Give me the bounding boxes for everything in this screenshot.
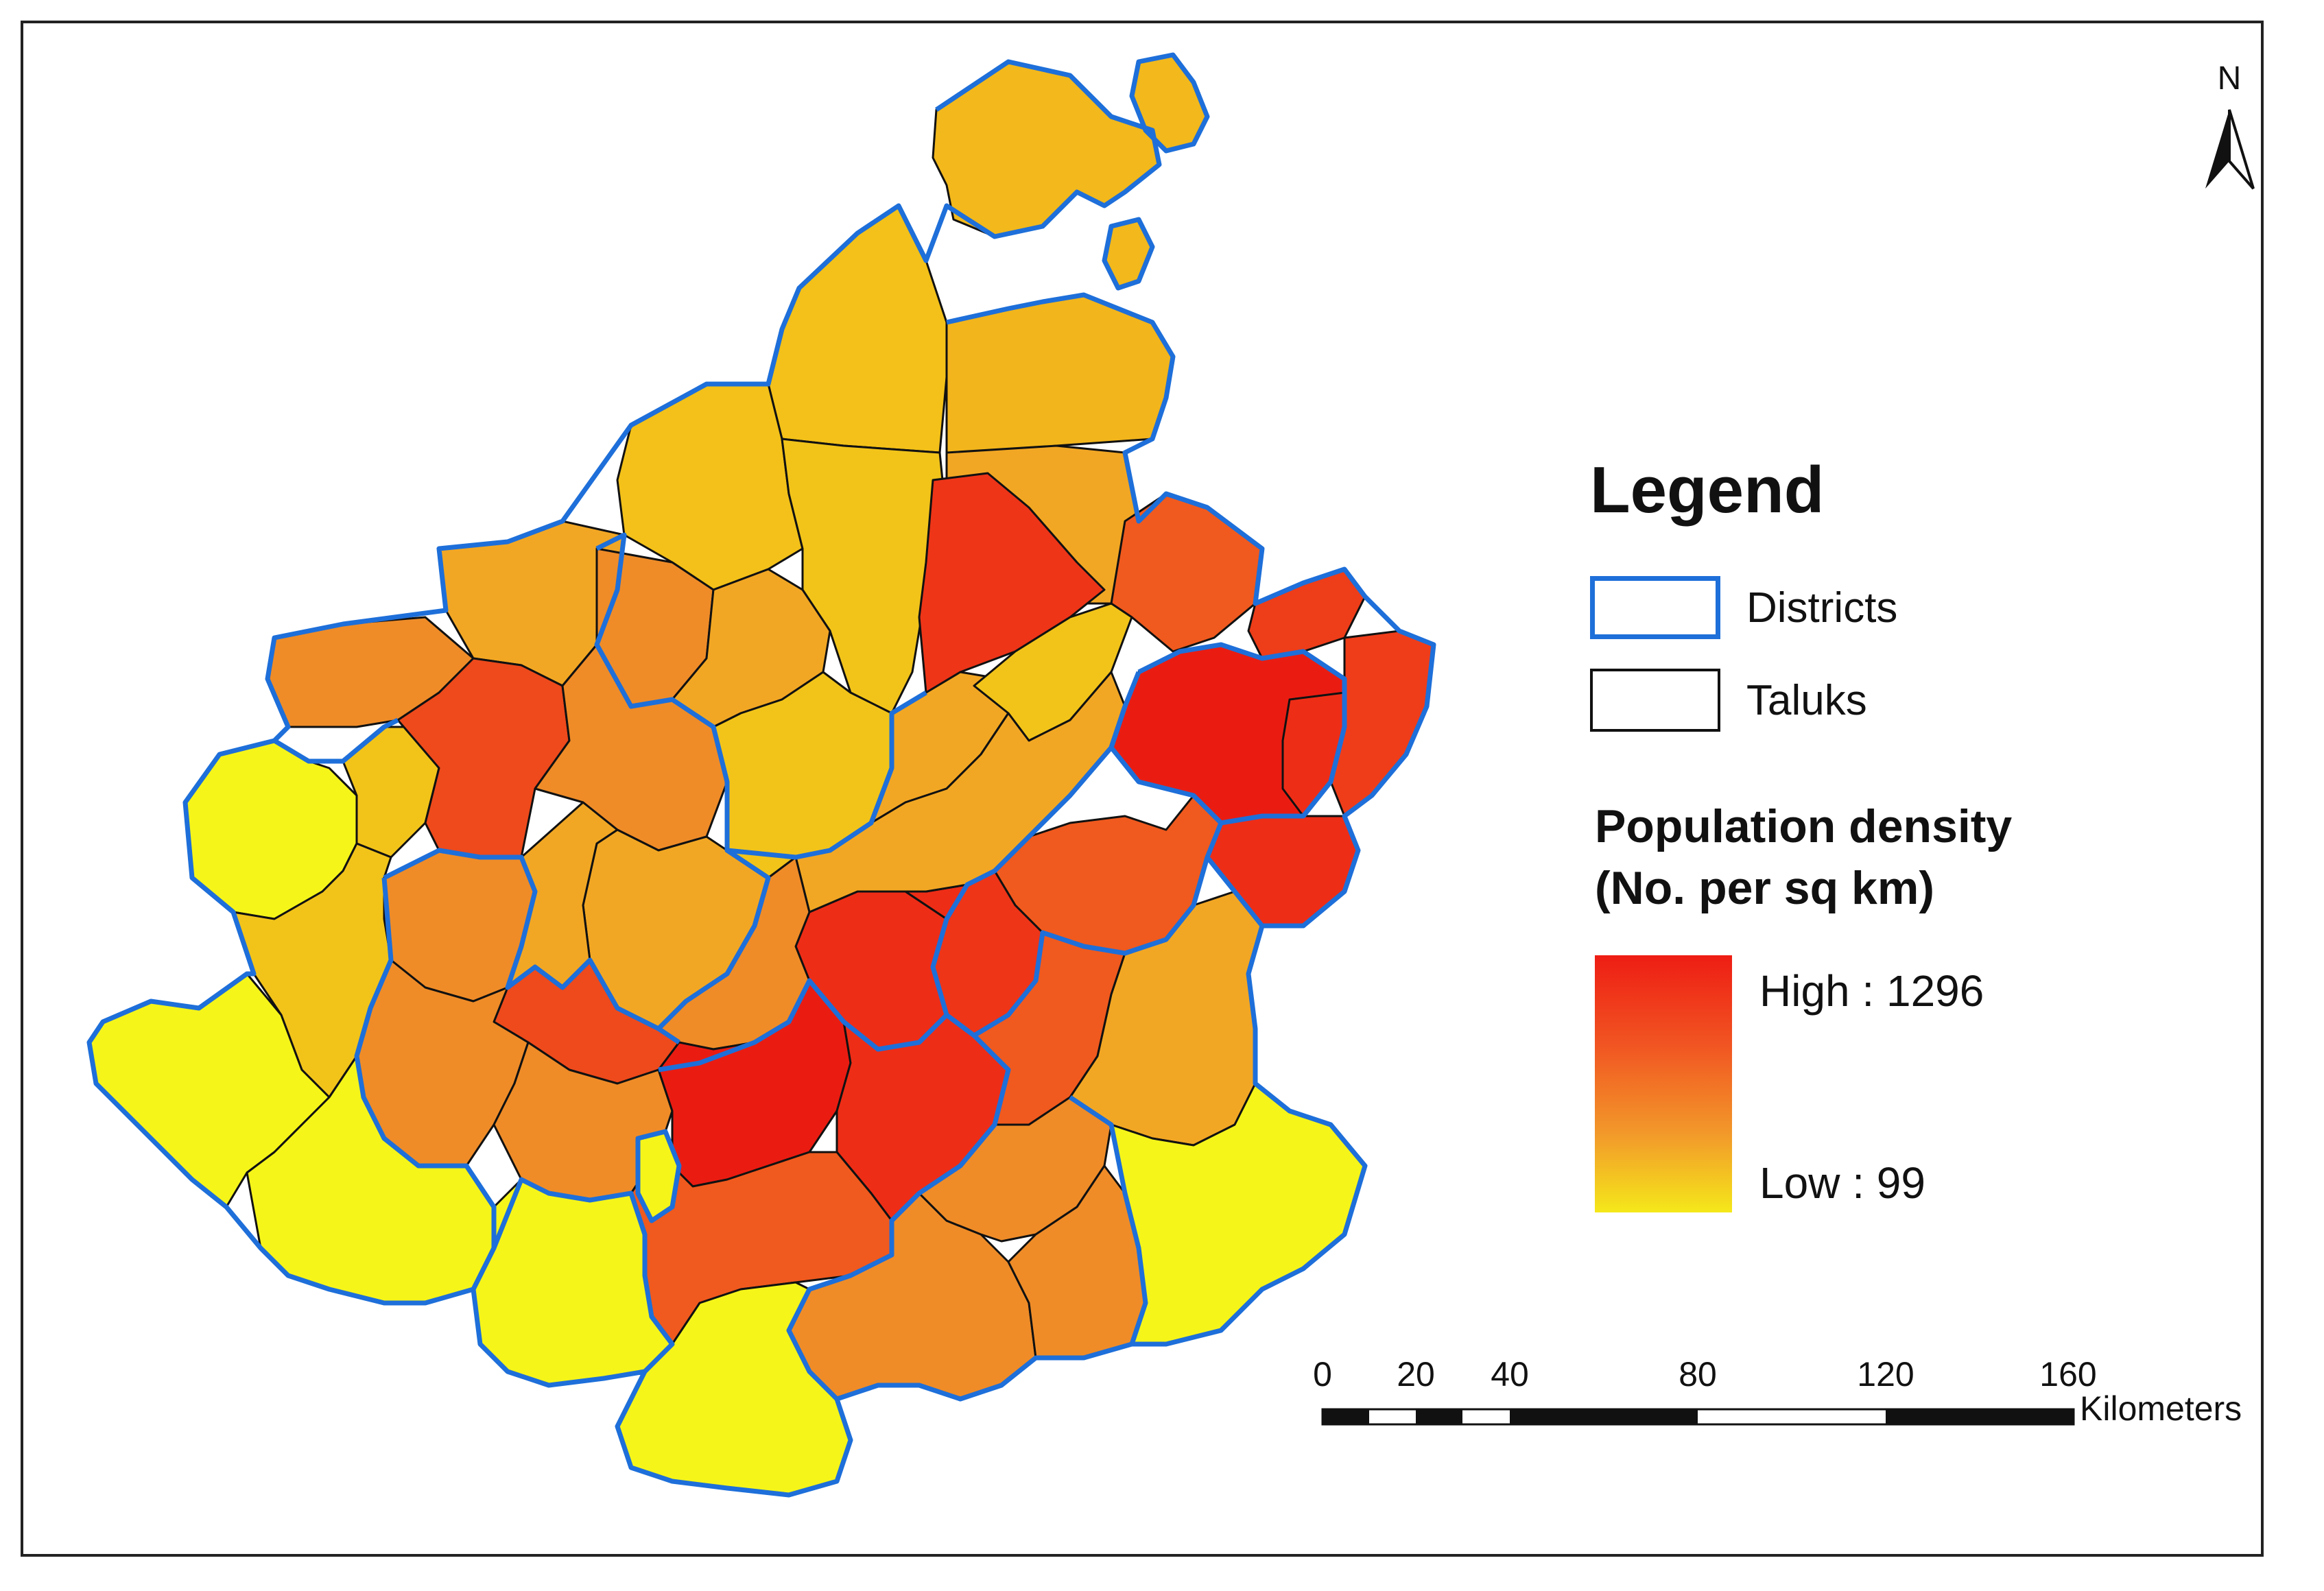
legend-item-taluks: Taluks [1590, 669, 1867, 732]
scale-tick-120: 120 [1857, 1355, 1914, 1393]
district-internal-10 [635, 1129, 682, 1223]
taluk-n1 [767, 204, 948, 454]
taluk-polygons [88, 53, 1435, 1496]
district-internal-4 [383, 848, 660, 1031]
district-internal-2 [726, 690, 927, 860]
density-legend-title: Population density (No. per sq km) [1595, 796, 2012, 920]
scale-units-label: Kilometers [2080, 1389, 2242, 1428]
district-internal-9 [1205, 855, 1264, 928]
district-internal-11 [273, 717, 399, 764]
scale-tick-80: 80 [1679, 1355, 1717, 1393]
north-arrow-icon [2205, 110, 2229, 189]
north-arrow: N [2205, 60, 2255, 190]
density-high-label: High : 1296 [1759, 966, 1984, 1016]
legend-title: Legend [1590, 453, 1825, 527]
taluk-c4 [794, 671, 1126, 913]
district-internal-7 [491, 1177, 675, 1374]
districts-swatch [1590, 576, 1720, 639]
taluks-swatch [1590, 669, 1720, 732]
scale-tick-40: 40 [1491, 1355, 1529, 1393]
legend-item-districts: Districts [1590, 576, 1897, 639]
density-color-ramp [1595, 955, 1732, 1212]
scale-tick-0: 0 [1313, 1355, 1332, 1393]
map-frame [21, 21, 2264, 1557]
district-borders [86, 52, 1436, 1498]
district-internal-east [1108, 642, 1347, 826]
taluk-ne-orange [1110, 492, 1264, 653]
density-low-label: Low : 99 [1759, 1158, 1925, 1208]
district-internal-1 [594, 532, 771, 1044]
district-internal-8 [1069, 1095, 1148, 1345]
scale-tick-160: 160 [2039, 1355, 2097, 1393]
district-north-small [1129, 52, 1210, 154]
scale-tick-20: 20 [1397, 1355, 1435, 1393]
scale-bar [1321, 1408, 2075, 1426]
district-internal-6 [658, 978, 1011, 1401]
district-internal-5 [354, 877, 497, 1291]
district-north-strip [1102, 217, 1155, 291]
north-label: N [2218, 60, 2242, 97]
density-title-line2: (No. per sq km) [1595, 862, 1934, 915]
density-title-line1: Population density [1595, 800, 2013, 852]
districts-label: Districts [1746, 584, 1898, 632]
taluks-label: Taluks [1746, 676, 1867, 724]
